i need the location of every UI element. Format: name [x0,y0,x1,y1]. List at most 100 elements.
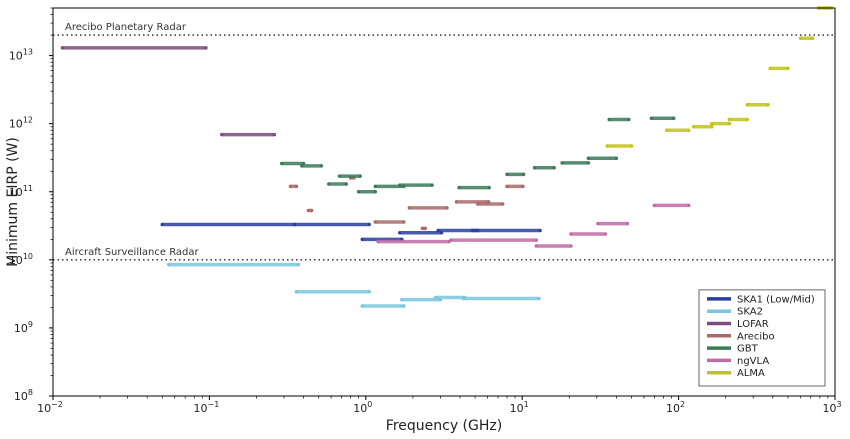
segment-endpoint [295,290,298,293]
series-layer [61,6,833,307]
reference-line-label: Arecibo Planetary Radar [65,22,187,33]
segment-endpoint [320,164,323,167]
segment-endpoint [462,297,465,300]
series-group [280,117,675,194]
segment-endpoint [587,161,590,164]
segment-endpoint [535,244,538,247]
segment-endpoint [434,296,437,299]
y-tick-exponent: 8 [28,388,33,397]
segment-endpoint [368,223,371,226]
y-tick-label: 1013 [9,48,33,63]
x-tick-label: 103 [822,400,841,415]
x-tick-label: 10−2 [37,400,63,415]
segment-endpoint [626,222,629,225]
legend-label: GBT [737,344,759,355]
segment-endpoint [361,238,364,241]
segment-endpoint [608,118,611,121]
segment-endpoint [672,117,675,120]
segment-endpoint [505,185,508,188]
segment-endpoint [587,157,590,160]
series-group [61,46,276,136]
segment-endpoint [710,125,713,128]
segment-endpoint [799,37,802,40]
y-tick-label: 1012 [9,116,33,131]
segment-endpoint [596,222,599,225]
segment-endpoint [398,184,401,187]
segment-endpoint [421,227,424,230]
x-tick-label: 100 [353,400,372,415]
segment-endpoint [437,229,440,232]
segment-endpoint [295,185,298,188]
segment-endpoint [553,166,556,169]
segment-endpoint [476,202,479,205]
y-tick-exponent: 10 [23,252,33,261]
series-group [377,204,691,248]
segment-endpoint [359,174,362,177]
segment-endpoint [458,186,461,189]
segment-endpoint [220,133,223,136]
segment-endpoint [811,37,814,40]
y-tick-exponent: 11 [23,184,33,193]
legend: SKA1 (Low/Mid)SKA2LOFARAreciboGBTngVLAAL… [699,290,825,386]
segment-endpoint [445,206,448,209]
segment-endpoint [538,229,541,232]
y-tick-label: 108 [14,388,33,403]
segment-endpoint [374,185,377,188]
segment-endpoint [569,232,572,235]
segment-endpoint [377,240,380,243]
x-tick-exponent: 1 [524,400,529,409]
segment-endpoint [627,118,630,121]
segment-endpoint [167,263,170,266]
legend-label: SKA2 [737,307,763,318]
y-tick-exponent: 9 [28,320,33,329]
segment-endpoint [569,244,572,247]
segment-endpoint [471,229,474,232]
series-group [167,263,540,308]
segment-endpoint [408,206,411,209]
segment-endpoint [338,174,341,177]
segment-endpoint [289,185,292,188]
reference-line-label: Aircraft Surveillance Radar [65,247,200,258]
legend-label: Arecibo [737,331,775,342]
x-tick-exponent: −2 [51,400,63,409]
x-tick-exponent: 0 [367,400,372,409]
segment-endpoint [61,46,64,49]
segment-endpoint [615,157,618,160]
y-axis-title: Minimum EIRP (W) [5,137,21,267]
segment-endpoint [606,144,609,147]
segment-endpoint [630,144,633,147]
segment-endpoint [400,298,403,301]
segment-endpoint [746,118,749,121]
x-tick-exponent: 2 [680,400,685,409]
segment-endpoint [746,103,749,106]
segment-endpoint [204,46,207,49]
segment-endpoint [769,67,772,70]
segment-endpoint [535,238,538,241]
segment-endpoint [430,184,433,187]
segment-endpoint [533,166,536,169]
segment-endpoint [293,223,296,226]
segment-endpoint [687,204,690,207]
segment-endpoint [687,129,690,132]
x-tick-exponent: −1 [208,400,220,409]
segment-endpoint [786,67,789,70]
legend-label: SKA1 (Low/Mid) [737,294,815,305]
legend-label: LOFAR [737,319,769,330]
segment-endpoint [501,202,504,205]
segment-endpoint [273,133,276,136]
segment-endpoint [537,297,540,300]
segment-endpoint [766,103,769,106]
segment-endpoint [161,223,164,226]
segment-endpoint [561,161,564,164]
segment-endpoint [327,182,330,185]
segment-endpoint [650,117,653,120]
segment-endpoint [505,173,508,176]
segment-endpoint [653,204,656,207]
y-tick-exponent: 12 [23,116,33,125]
x-tick-label: 10−1 [194,400,220,415]
segment-endpoint [398,231,401,234]
segment-endpoint [300,164,303,167]
segment-endpoint [522,173,525,176]
x-axis-title: Frequency (GHz) [386,418,502,434]
